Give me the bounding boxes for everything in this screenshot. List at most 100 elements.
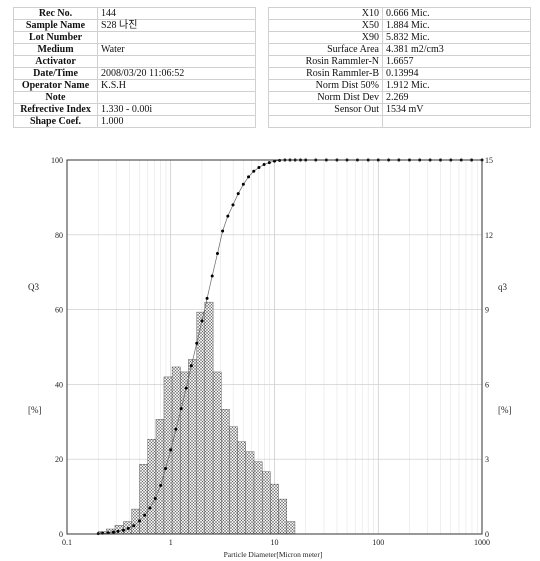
cumulative-point bbox=[241, 182, 245, 186]
result-value: 1534 mV bbox=[382, 103, 531, 116]
y-right-tick-label: 12 bbox=[485, 231, 493, 240]
x-axis-label: Particle Diameter[Micron meter] bbox=[224, 550, 323, 559]
sample-info-row: Refrective Index 1.330 - 0.00i bbox=[13, 103, 256, 116]
cumulative-point bbox=[121, 528, 125, 532]
result-value: 2.269 bbox=[382, 91, 531, 104]
histogram-bar bbox=[261, 471, 271, 535]
sample-info-label: Lot Number bbox=[13, 31, 98, 44]
cumulative-point bbox=[159, 483, 163, 487]
result-value: 1.912 Mic. bbox=[382, 79, 531, 92]
y-right-axis-unit: [%] bbox=[498, 405, 512, 415]
cumulative-point bbox=[189, 364, 193, 368]
cumulative-point bbox=[236, 192, 240, 196]
sample-info-label: Rec No. bbox=[13, 7, 98, 20]
y-left-tick-label: 60 bbox=[55, 306, 63, 315]
cumulative-point bbox=[153, 496, 157, 500]
result-label: X50 bbox=[268, 19, 383, 32]
cumulative-point bbox=[132, 524, 136, 528]
result-label: X10 bbox=[268, 7, 383, 20]
cumulative-point bbox=[210, 274, 214, 278]
sample-info-value: 144 bbox=[97, 7, 256, 20]
cumulative-point bbox=[111, 530, 115, 534]
plot-frame bbox=[66, 159, 483, 535]
result-row: Sensor Out 1534 mV bbox=[268, 103, 531, 116]
cumulative-point bbox=[267, 161, 271, 165]
cumulative-point bbox=[169, 448, 173, 452]
sample-info-label: Operator Name bbox=[13, 79, 98, 92]
sample-info-row: Activator bbox=[13, 55, 256, 68]
result-label bbox=[268, 115, 383, 128]
cumulative-point bbox=[126, 526, 130, 530]
histogram-bar bbox=[245, 451, 255, 535]
sample-info-value: 1.000 bbox=[97, 115, 256, 128]
sample-info-row: Rec No. 144 bbox=[13, 7, 256, 20]
cumulative-point bbox=[200, 319, 204, 323]
y-left-axis-unit: [%] bbox=[28, 405, 42, 415]
sample-info-row: Sample Name S28 나진 bbox=[13, 19, 256, 32]
y-right-axis-label: q3 bbox=[498, 282, 508, 292]
result-label: Surface Area bbox=[268, 43, 383, 56]
result-label: Sensor Out bbox=[268, 103, 383, 116]
result-value: 5.832 Mic. bbox=[382, 31, 531, 44]
result-value bbox=[382, 115, 531, 128]
y-right-tick-label: 0 bbox=[485, 530, 489, 539]
cumulative-point bbox=[148, 506, 152, 510]
cumulative-point bbox=[174, 427, 178, 431]
result-row: Norm Dist 50% 1.912 Mic. bbox=[268, 79, 531, 92]
results-table: X10 0.666 Mic. X50 1.884 Mic. X90 5.832 Mic. S… bbox=[268, 7, 531, 128]
result-row: X90 5.832 Mic. bbox=[268, 31, 531, 44]
histogram-bar bbox=[204, 301, 214, 535]
cumulative-point bbox=[252, 169, 256, 173]
histogram-bar bbox=[188, 359, 197, 535]
sample-info-value: K.S.H bbox=[97, 79, 256, 92]
sample-info-label: Sample Name bbox=[13, 19, 98, 32]
x-tick-label: 1 bbox=[169, 538, 173, 547]
sample-info-label: Date/Time bbox=[13, 67, 98, 80]
histogram-bar bbox=[286, 521, 296, 535]
result-label: X90 bbox=[268, 31, 383, 44]
y-left-tick-label: 0 bbox=[59, 530, 63, 539]
sample-info-label: Refrective Index bbox=[13, 103, 98, 116]
result-label: Norm Dist Dev bbox=[268, 91, 383, 104]
histogram-bar bbox=[212, 371, 222, 535]
y-right-tick-label: 3 bbox=[485, 455, 489, 464]
histogram-bar bbox=[278, 498, 287, 535]
y-left-tick-label: 80 bbox=[55, 231, 63, 240]
histogram-bar bbox=[221, 409, 230, 535]
result-row: X10 0.666 Mic. bbox=[268, 7, 531, 20]
x-tick-label: 10 bbox=[271, 538, 279, 547]
sample-info-row: Note bbox=[13, 91, 256, 104]
result-row: Rosin Rammler-B 0.13994 bbox=[268, 67, 531, 80]
sample-info-value bbox=[97, 55, 256, 68]
y-right-tick-label: 15 bbox=[485, 156, 493, 165]
cumulative-point bbox=[247, 175, 251, 179]
cumulative-point bbox=[184, 386, 188, 390]
x-tick-label: 100 bbox=[372, 538, 384, 547]
y-right-tick-label: 9 bbox=[485, 306, 489, 315]
y-left-axis-label: Q3 bbox=[28, 282, 39, 292]
result-value: 1.884 Mic. bbox=[382, 19, 531, 32]
histogram-bar bbox=[237, 441, 247, 535]
chart-grid bbox=[66, 160, 482, 534]
x-tick-label: 1000 bbox=[474, 538, 490, 547]
histogram-bar bbox=[171, 366, 181, 535]
sample-info-value: S28 나진 bbox=[97, 19, 256, 32]
result-value: 1.6657 bbox=[382, 55, 531, 68]
cumulative-point bbox=[205, 296, 209, 300]
y-left-tick-label: 20 bbox=[55, 455, 63, 464]
result-label: Norm Dist 50% bbox=[268, 79, 383, 92]
sample-info-value: Water bbox=[97, 43, 256, 56]
histogram-bar bbox=[147, 439, 157, 535]
histogram-bar bbox=[155, 419, 165, 535]
result-row: X50 1.884 Mic. bbox=[268, 19, 531, 32]
cumulative-point bbox=[179, 407, 183, 411]
cumulative-point bbox=[215, 252, 219, 255]
sample-info-value: 1.330 - 0.00i bbox=[97, 103, 256, 116]
x-tick-label: 0.1 bbox=[62, 538, 72, 547]
sample-info-label: Medium bbox=[13, 43, 98, 56]
result-value: 0.13994 bbox=[382, 67, 531, 80]
result-row: Surface Area 4.381 m2/cm3 bbox=[268, 43, 531, 56]
histogram-bar bbox=[163, 376, 173, 535]
cumulative-point bbox=[231, 203, 235, 207]
